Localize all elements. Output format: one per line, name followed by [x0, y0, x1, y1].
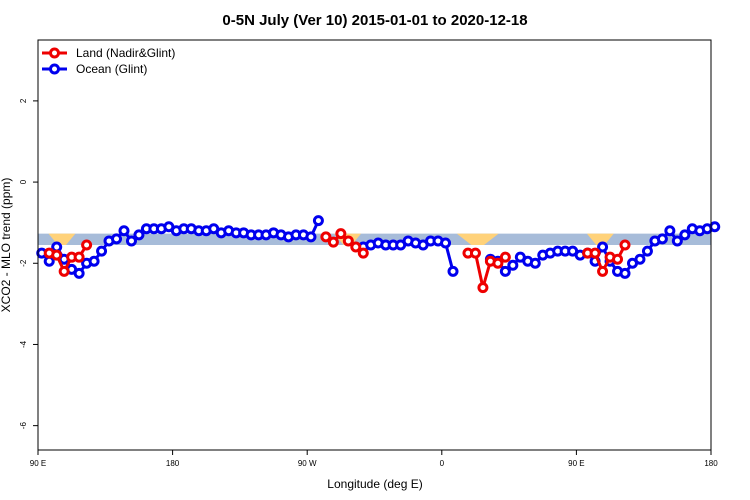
ocean-point-2-3 [507, 259, 519, 271]
legend: Land (Nadir&Glint) Ocean (Glint) [42, 46, 175, 76]
land-point-0-4 [73, 251, 85, 263]
ocean-point-2-15 [597, 241, 609, 253]
legend-ocean-label: Ocean (Glint) [76, 62, 147, 76]
land-point-1-1 [327, 236, 339, 248]
y-axis-ticks: 2 0 -2 -4 -6 [19, 98, 38, 429]
series-layer [36, 215, 721, 294]
land-mask-3 [586, 233, 614, 245]
land-point-3-4 [612, 253, 624, 265]
plot-frame [37, 39, 712, 451]
ocean-point-2-21 [641, 245, 653, 257]
ocean-point-1-11 [440, 237, 452, 249]
land-mask-2 [456, 233, 499, 245]
land-mask-0 [48, 233, 76, 245]
y-tick-label-0: 2 [19, 98, 28, 103]
y-axis-label: XCO2 - MLO trend (ppm) [0, 178, 13, 313]
ocean-point-2-20 [634, 253, 646, 265]
legend-ocean-marker [49, 63, 60, 75]
ocean-point-2-18 [619, 267, 631, 279]
land-point-0-2 [58, 265, 70, 277]
ocean-point-2-26 [679, 229, 691, 241]
ocean-point-2-2 [499, 265, 511, 277]
land-point-0-5 [81, 239, 93, 251]
ocean-point-2-30 [709, 221, 721, 233]
ocean-point-2-25 [671, 235, 683, 247]
y-tick-label-2: -2 [19, 259, 28, 267]
ocean-point-0-8 [96, 245, 108, 257]
ocean-point-0-13 [133, 229, 145, 241]
x-axis-label: Longitude (deg E) [327, 477, 422, 491]
ocean-point-0-11 [118, 225, 130, 237]
land-point-2-4 [492, 257, 504, 269]
land-point-3-2 [597, 265, 609, 277]
ocean-point-2-24 [664, 225, 676, 237]
land-point-0-1 [51, 249, 63, 261]
y-tick-label-4: -6 [19, 422, 28, 430]
y-tick-label-1: 0 [19, 179, 28, 184]
land-point-1-3 [342, 235, 354, 247]
land-point-1-5 [357, 247, 369, 259]
y-tick-label-3: -4 [19, 340, 28, 348]
ocean-point-0-36 [305, 231, 317, 243]
x-tick-label-2: 90 W [298, 459, 317, 468]
ocean-point-2-6 [529, 257, 541, 269]
land-point-2-5 [499, 251, 511, 263]
land-point-1-2 [335, 228, 347, 240]
x-axis-ticks: 90 E 180 90 W 0 90 E 180 [30, 450, 718, 468]
ocean-point-0-12 [125, 235, 137, 247]
ocean-point-0-10 [111, 233, 123, 245]
land-point-3-1 [589, 247, 601, 259]
land-point-1-0 [320, 231, 332, 243]
legend-land-marker [49, 47, 60, 59]
x-tick-label-3: 0 [440, 459, 445, 468]
x-tick-label-4: 90 E [568, 459, 584, 468]
land-point-2-1 [469, 247, 481, 259]
land-point-3-5 [619, 239, 631, 251]
ocean-point-0-37 [312, 215, 324, 227]
x-tick-label-1: 180 [166, 459, 180, 468]
land-point-1-4 [350, 241, 362, 253]
ocean-point-0-5 [73, 267, 85, 279]
ocean-point-0-7 [88, 255, 100, 267]
chart-title: 0-5N July (Ver 10) 2015-01-01 to 2020-12… [222, 12, 527, 29]
ocean-point-1-12 [447, 265, 459, 277]
x-tick-label-0: 90 E [30, 459, 46, 468]
land-point-2-2 [477, 282, 489, 294]
legend-land-label: Land (Nadir&Glint) [76, 46, 175, 60]
ocean-point-2-23 [656, 233, 668, 245]
x-tick-label-5: 180 [704, 459, 718, 468]
